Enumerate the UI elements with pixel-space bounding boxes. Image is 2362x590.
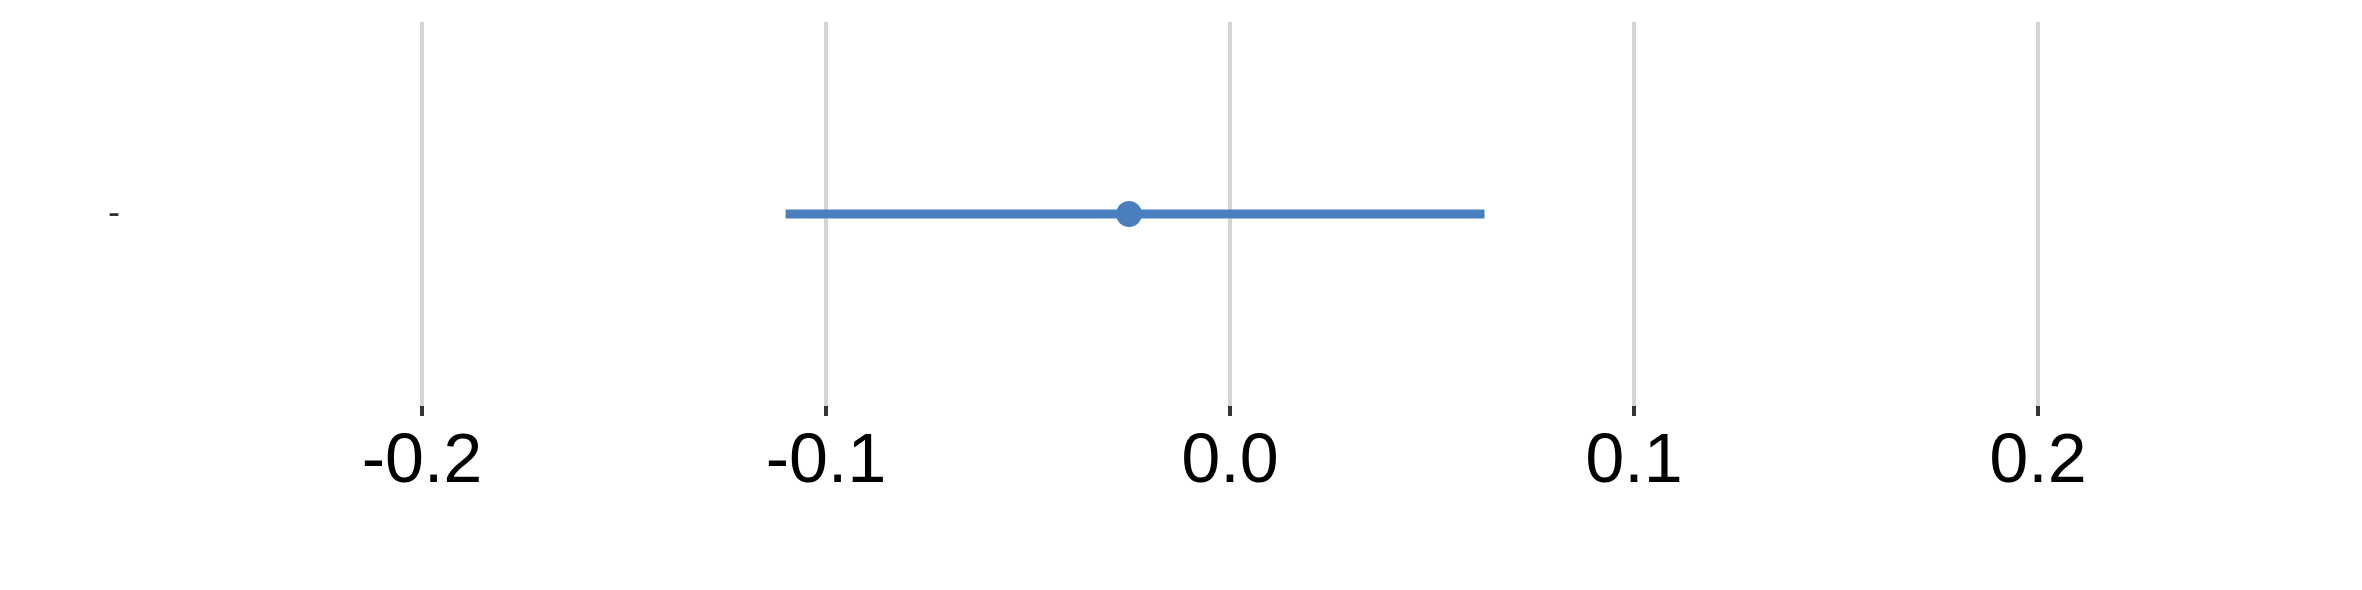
data-marks	[785, 201, 1485, 227]
x-axis-ticks	[420, 406, 2040, 416]
x-tick-label: -0.1	[766, 419, 887, 497]
x-tick-label: 0.2	[1989, 419, 2086, 497]
point-estimate	[1116, 201, 1142, 227]
x-tick-label: -0.2	[362, 419, 483, 497]
x-tick-label: 0.1	[1585, 419, 1682, 497]
x-axis-tick-labels: -0.2 -0.1 0.0 0.1 0.2	[362, 419, 2087, 497]
row-labels: -	[108, 191, 120, 232]
row-label: -	[108, 191, 120, 232]
x-tick-label: 0.0	[1181, 419, 1278, 497]
